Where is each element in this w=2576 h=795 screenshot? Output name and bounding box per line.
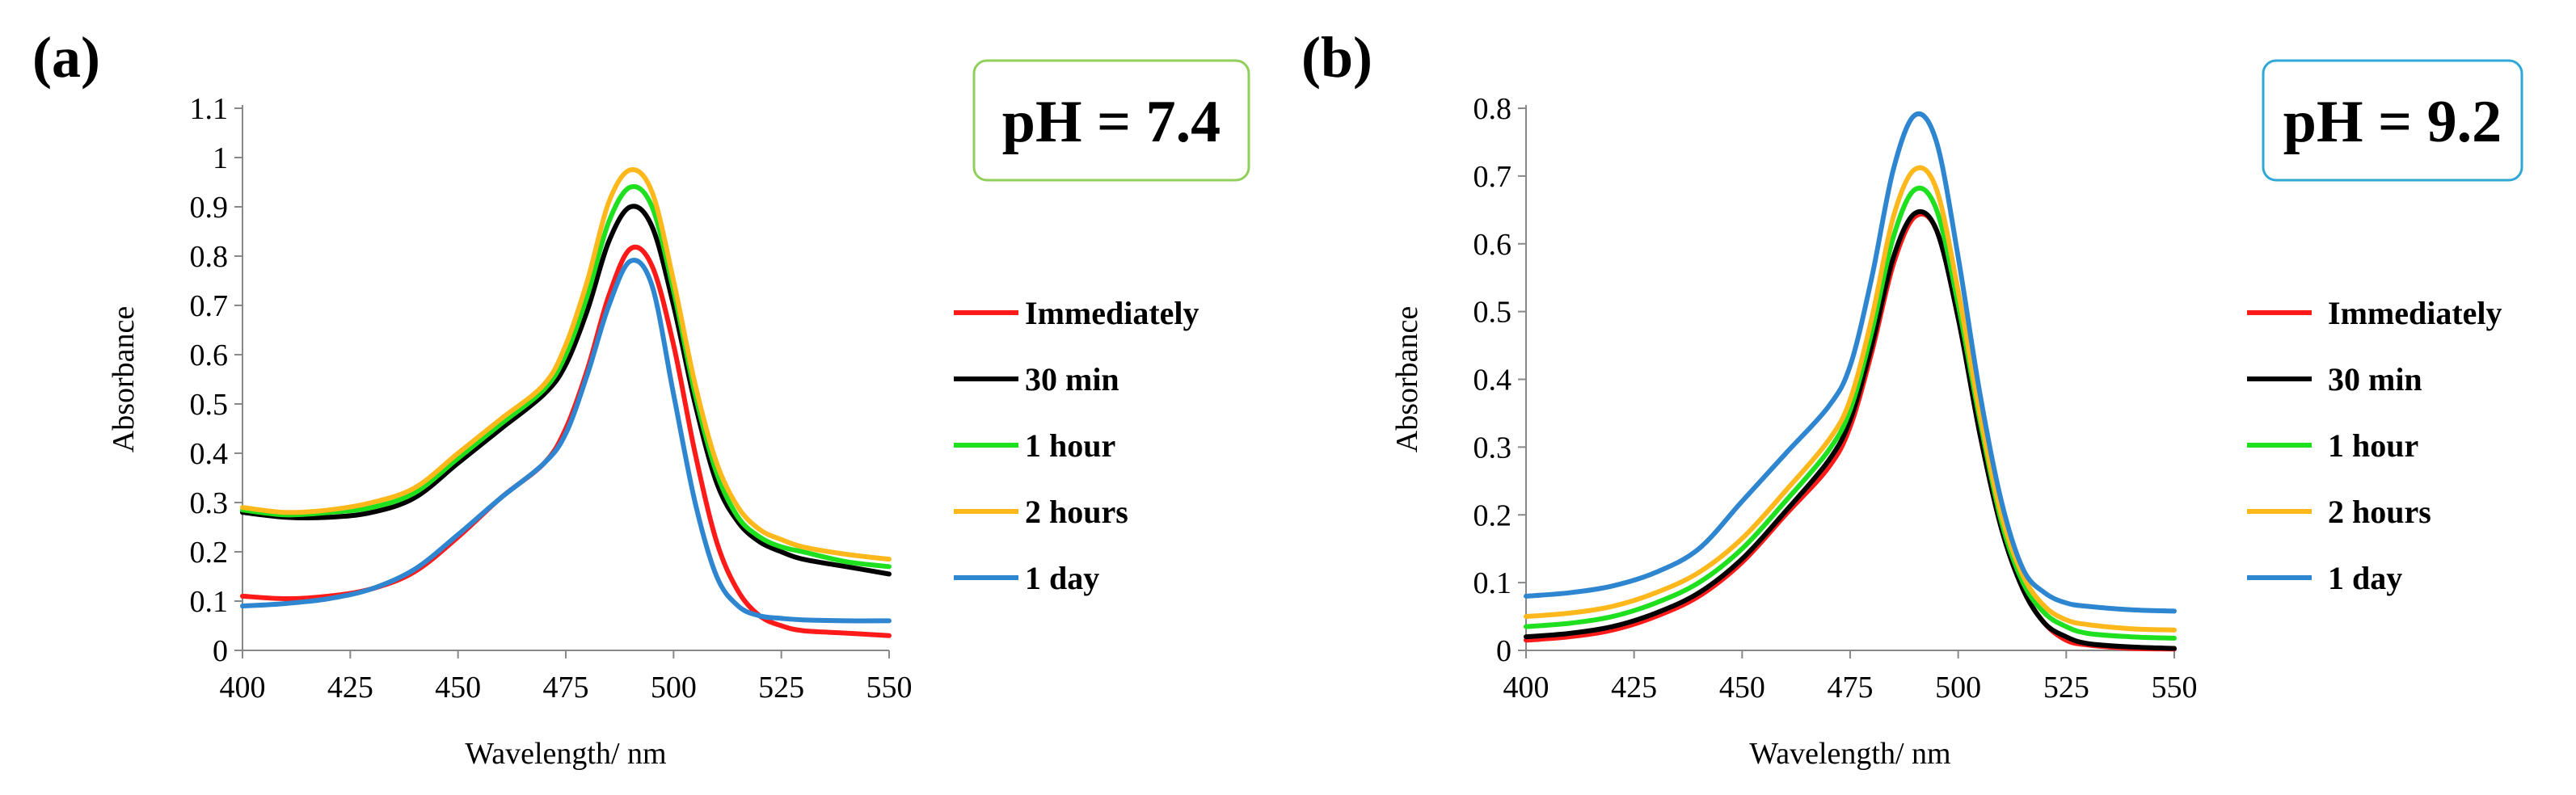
y-tick-label: 0 <box>213 634 228 668</box>
y-tick-label: 0.6 <box>1474 228 1512 262</box>
legend-label: Immediately <box>2328 295 2502 331</box>
y-axis-title: Absorbance <box>1390 306 1424 452</box>
y-tick-label: 0.7 <box>190 289 229 323</box>
condition-box <box>972 59 1250 182</box>
series-line-2-hours <box>1524 165 2177 633</box>
x-tick-label: 425 <box>327 671 373 705</box>
y-tick-label: 0.2 <box>1474 498 1512 532</box>
series-line-1-hour <box>1524 185 2177 641</box>
y-tick-label: 0.5 <box>1474 296 1512 330</box>
series-line-1-day <box>240 258 892 624</box>
y-tick-label: 0.4 <box>190 437 229 471</box>
x-tick-label: 400 <box>220 671 266 705</box>
chart-panel-b: (b) 0 0.1 0.2 0.3 0.4 0.5 0.6 0.7 0.8 400 425 450 475… <box>1301 25 2523 771</box>
legend-label: 1 day <box>1025 560 1099 596</box>
legend-label: 30 min <box>1025 361 1119 398</box>
series-line-2-hours <box>240 166 892 562</box>
legend-label: 1 hour <box>2328 427 2418 464</box>
y-tick-label: 0.2 <box>190 536 229 570</box>
series-line-30-min <box>1524 208 2177 651</box>
x-tick-label: 550 <box>866 671 913 705</box>
x-axis-title: Wavelength/ nm <box>465 737 666 771</box>
x-tick-label: 400 <box>1503 671 1549 705</box>
y-tick-label: 0.5 <box>190 388 229 422</box>
x-tick-label: 450 <box>1719 671 1765 705</box>
y-tick-label: 0.3 <box>1474 431 1512 465</box>
x-tick-label: 475 <box>1828 671 1874 705</box>
y-tick-label: 0.4 <box>1474 364 1512 398</box>
x-axis-title: Wavelength/ nm <box>1749 737 1950 771</box>
panel-label: (b) <box>1301 25 1372 90</box>
x-tick-label: 550 <box>2152 671 2198 705</box>
legend-label: 1 hour <box>1025 427 1115 464</box>
legend-label: 30 min <box>2328 361 2422 398</box>
y-tick-label: 0.9 <box>190 191 229 225</box>
y-tick-label: 0.8 <box>190 240 229 274</box>
legend-label: 2 hours <box>2328 494 2431 530</box>
y-tick-label: 0.8 <box>1474 92 1512 126</box>
y-tick-label: 0.1 <box>190 585 229 619</box>
condition-box <box>2262 59 2523 182</box>
x-tick-label: 525 <box>2043 671 2089 705</box>
chart-panel-a: (a) 0 0.1 0.2 0.3 0.4 0.5 0.6 0.7 0.8 0.9 1 1.1 400 42… <box>32 25 1250 771</box>
series-line-1-hour <box>240 183 892 570</box>
y-axis-title: Absorbance <box>107 306 141 452</box>
series-line-30-min <box>240 204 892 577</box>
x-tick-label: 500 <box>651 671 697 705</box>
y-tick-label: 1 <box>213 141 228 175</box>
x-tick-label: 500 <box>1935 671 1981 705</box>
x-tick-label: 525 <box>758 671 804 705</box>
series-line-1-day <box>1524 111 2177 614</box>
panel-label: (a) <box>32 25 100 90</box>
y-tick-label: 0 <box>1496 634 1511 668</box>
y-tick-label: 0.1 <box>1474 566 1512 600</box>
y-tick-label: 0.3 <box>190 486 229 520</box>
legend-label: 1 day <box>2328 560 2402 596</box>
x-tick-label: 425 <box>1611 671 1657 705</box>
condition-label: pH = 9.2 <box>2283 89 2502 155</box>
series-line-immediately <box>240 244 892 638</box>
condition-label: pH = 7.4 <box>1002 89 1221 155</box>
y-tick-label: 0.6 <box>190 339 229 372</box>
y-tick-label: 1.1 <box>190 92 229 126</box>
x-tick-label: 450 <box>435 671 481 705</box>
legend-label: Immediately <box>1025 295 1199 331</box>
legend-label: 2 hours <box>1025 494 1128 530</box>
y-tick-label: 0.7 <box>1474 160 1512 194</box>
x-tick-label: 475 <box>543 671 589 705</box>
